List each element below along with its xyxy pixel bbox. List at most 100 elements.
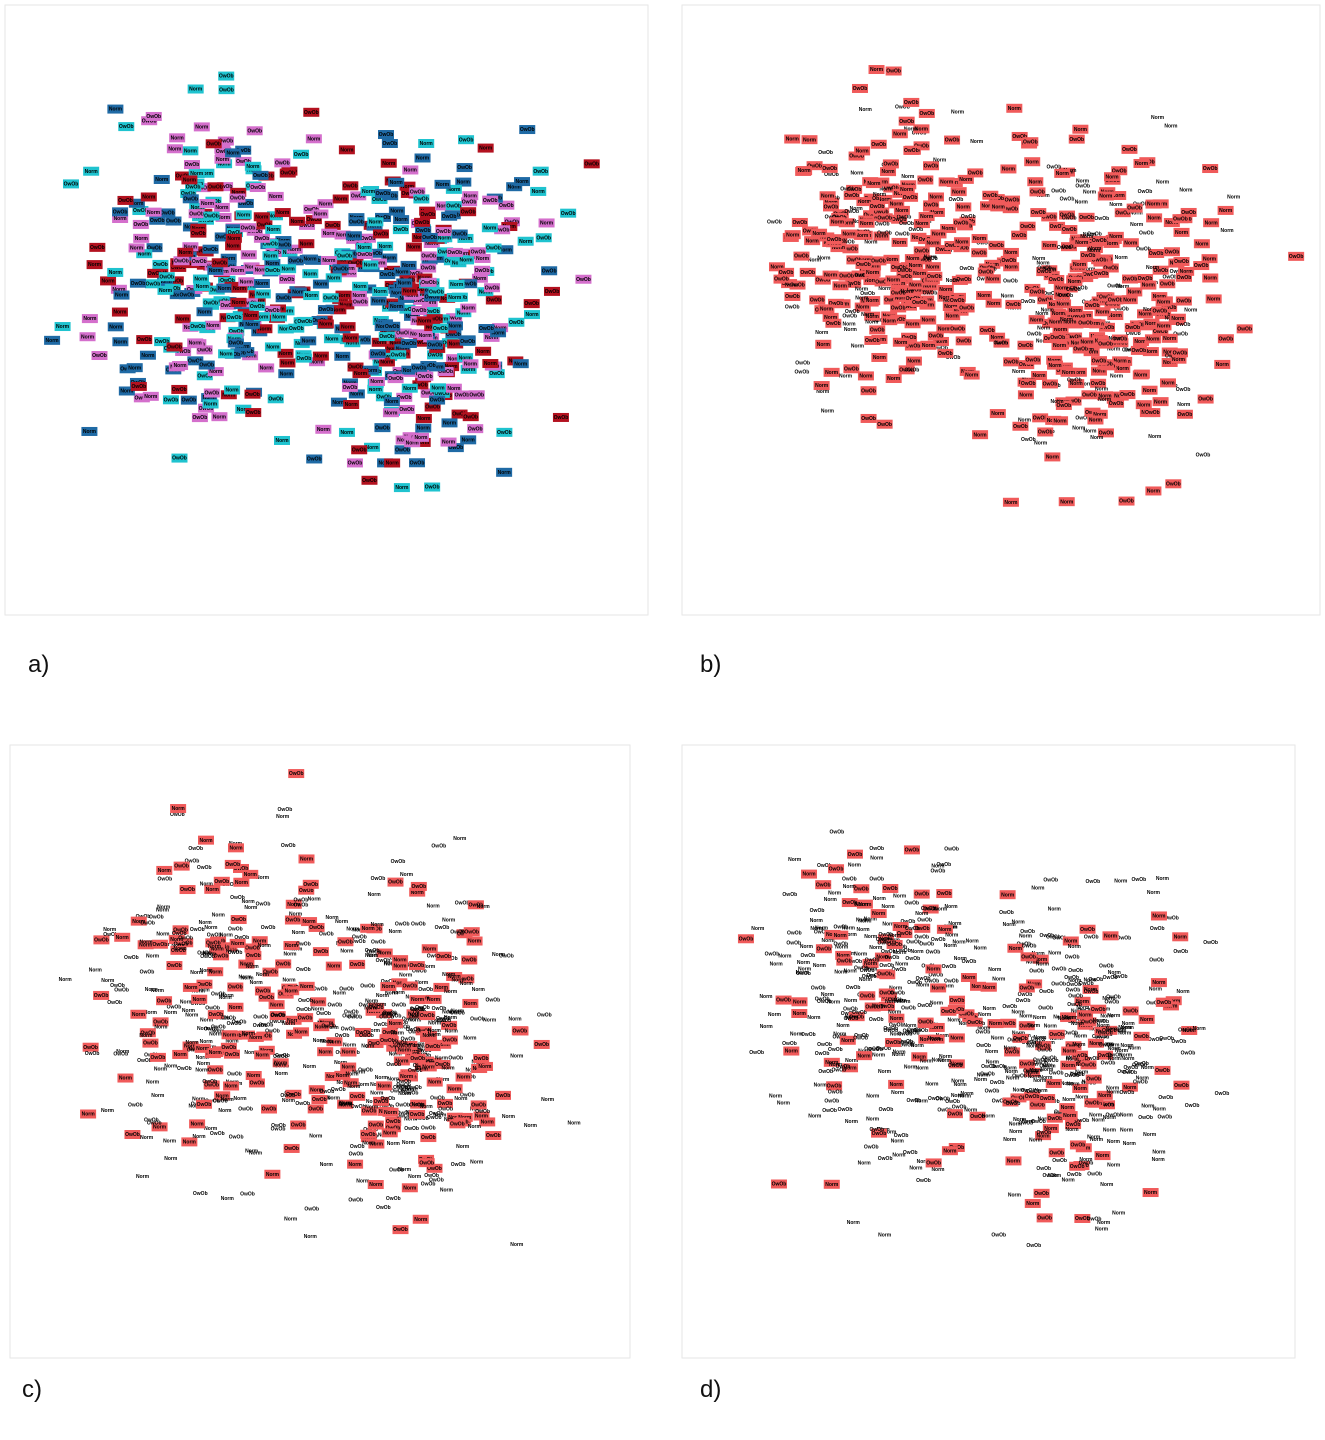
point-label: Norm	[900, 289, 914, 295]
label-box	[445, 184, 462, 194]
point-label: OwOb	[276, 243, 291, 249]
point-label: Norm	[258, 943, 272, 949]
point-label: Norm	[915, 221, 929, 227]
point-label: Norm	[171, 135, 185, 141]
label-box	[1102, 263, 1119, 273]
label-box	[267, 191, 284, 201]
point-label: Norm	[242, 899, 256, 905]
label-box	[936, 324, 953, 334]
panels: OwObNormOwObNormNormNormNormOwObOwObOwOb…	[44, 65, 1305, 1249]
point-label: OwOb	[228, 926, 243, 932]
point-label: Norm	[442, 440, 456, 446]
point-label: OwOb	[181, 398, 196, 404]
point-label: OwOb	[824, 205, 839, 211]
point-label: Norm	[859, 374, 873, 380]
point-label: OwOb	[225, 862, 240, 868]
point-label: Norm	[114, 216, 128, 222]
point-label: OwOb	[1091, 381, 1106, 387]
point-label: OwOb	[142, 118, 157, 124]
point-label: OwOb	[140, 970, 155, 976]
point-label: OwOb	[1001, 258, 1016, 264]
point-label: OwOb	[860, 993, 875, 999]
label-box	[891, 214, 908, 224]
point-label: OwOb	[902, 335, 917, 341]
point-label: Norm	[218, 286, 232, 292]
label-box	[396, 392, 413, 402]
point-label: OwOb	[219, 87, 234, 93]
label-box	[244, 389, 261, 399]
point-label: Norm	[376, 324, 390, 330]
point-label: OwOb	[448, 445, 463, 451]
point-label: OwOb	[128, 1102, 143, 1108]
point-label: Norm	[198, 309, 212, 315]
label-box	[411, 306, 428, 316]
point-label: OwOb	[829, 866, 844, 872]
point-label: Norm	[824, 273, 838, 279]
point-label: Norm	[235, 880, 249, 886]
point-label: Norm	[1152, 980, 1166, 986]
point-label: OwOb	[429, 289, 444, 295]
point-label: Norm	[508, 1017, 522, 1023]
label-box	[378, 357, 395, 367]
point-label: OwOb	[256, 902, 271, 908]
point-label: OwOb	[1181, 210, 1196, 216]
point-label: OwOb	[90, 245, 105, 251]
point-label: Norm	[448, 295, 462, 301]
label-box	[139, 350, 156, 360]
point-label: OwOb	[928, 334, 943, 340]
point-label: Norm	[390, 304, 404, 310]
point-label: OwOb	[118, 198, 133, 204]
point-label: OwOb	[234, 935, 249, 941]
point-label: Norm	[1009, 1129, 1023, 1135]
point-label: Norm	[1012, 369, 1026, 375]
point-label: OwOb	[926, 1161, 941, 1167]
point-label: OwOb	[545, 289, 560, 295]
point-label: Norm	[927, 967, 941, 973]
point-label: Norm	[860, 221, 874, 227]
point-label: OwOb	[801, 953, 816, 959]
label-box	[447, 339, 464, 349]
point-label: OwOb	[193, 415, 208, 421]
point-label: OwOb	[460, 339, 475, 345]
point-label: Norm	[878, 197, 892, 203]
point-label: OwOb	[877, 971, 892, 977]
point-label: OwOb	[1019, 986, 1034, 992]
point-label: OwOb	[238, 1106, 253, 1112]
point-label: OwOb	[1237, 326, 1252, 332]
point-label: Norm	[440, 1187, 454, 1193]
point-label: OwOb	[385, 324, 400, 330]
point-label: OwOb	[1176, 387, 1191, 393]
point-label: OwOb	[1177, 275, 1192, 281]
point-label: Norm	[1090, 435, 1104, 441]
label-box	[371, 194, 388, 204]
point-label: OwOb	[905, 926, 920, 932]
point-label: Norm	[1163, 336, 1177, 342]
point-label: OwOb	[360, 984, 375, 990]
point-label: Norm	[951, 109, 965, 115]
point-label: Norm	[403, 368, 417, 374]
label-box	[312, 279, 329, 289]
point-label: OwOb	[1087, 1171, 1102, 1177]
point-label: OwOb	[1050, 335, 1065, 341]
point-label: OwOb	[886, 1040, 901, 1046]
point-label: OwOb	[179, 292, 194, 298]
label-box	[953, 243, 970, 253]
point-label: OwOb	[296, 1007, 311, 1013]
label-box	[188, 169, 205, 179]
point-label: Norm	[922, 318, 936, 324]
label-box	[1069, 311, 1086, 321]
point-label: OwOb	[1177, 299, 1192, 305]
label-box	[854, 146, 871, 156]
label-box	[512, 359, 529, 369]
point-label: OwOb	[280, 171, 295, 177]
label-box	[1133, 158, 1150, 168]
label-box	[189, 321, 206, 331]
point-label: Norm	[974, 946, 988, 952]
point-label: Norm	[218, 1108, 232, 1114]
label-box	[1119, 390, 1136, 400]
label-box	[207, 367, 224, 377]
point-label: Norm	[303, 1064, 317, 1070]
point-label: OwOb	[341, 1026, 356, 1032]
point-label: OwOb	[1005, 198, 1020, 204]
